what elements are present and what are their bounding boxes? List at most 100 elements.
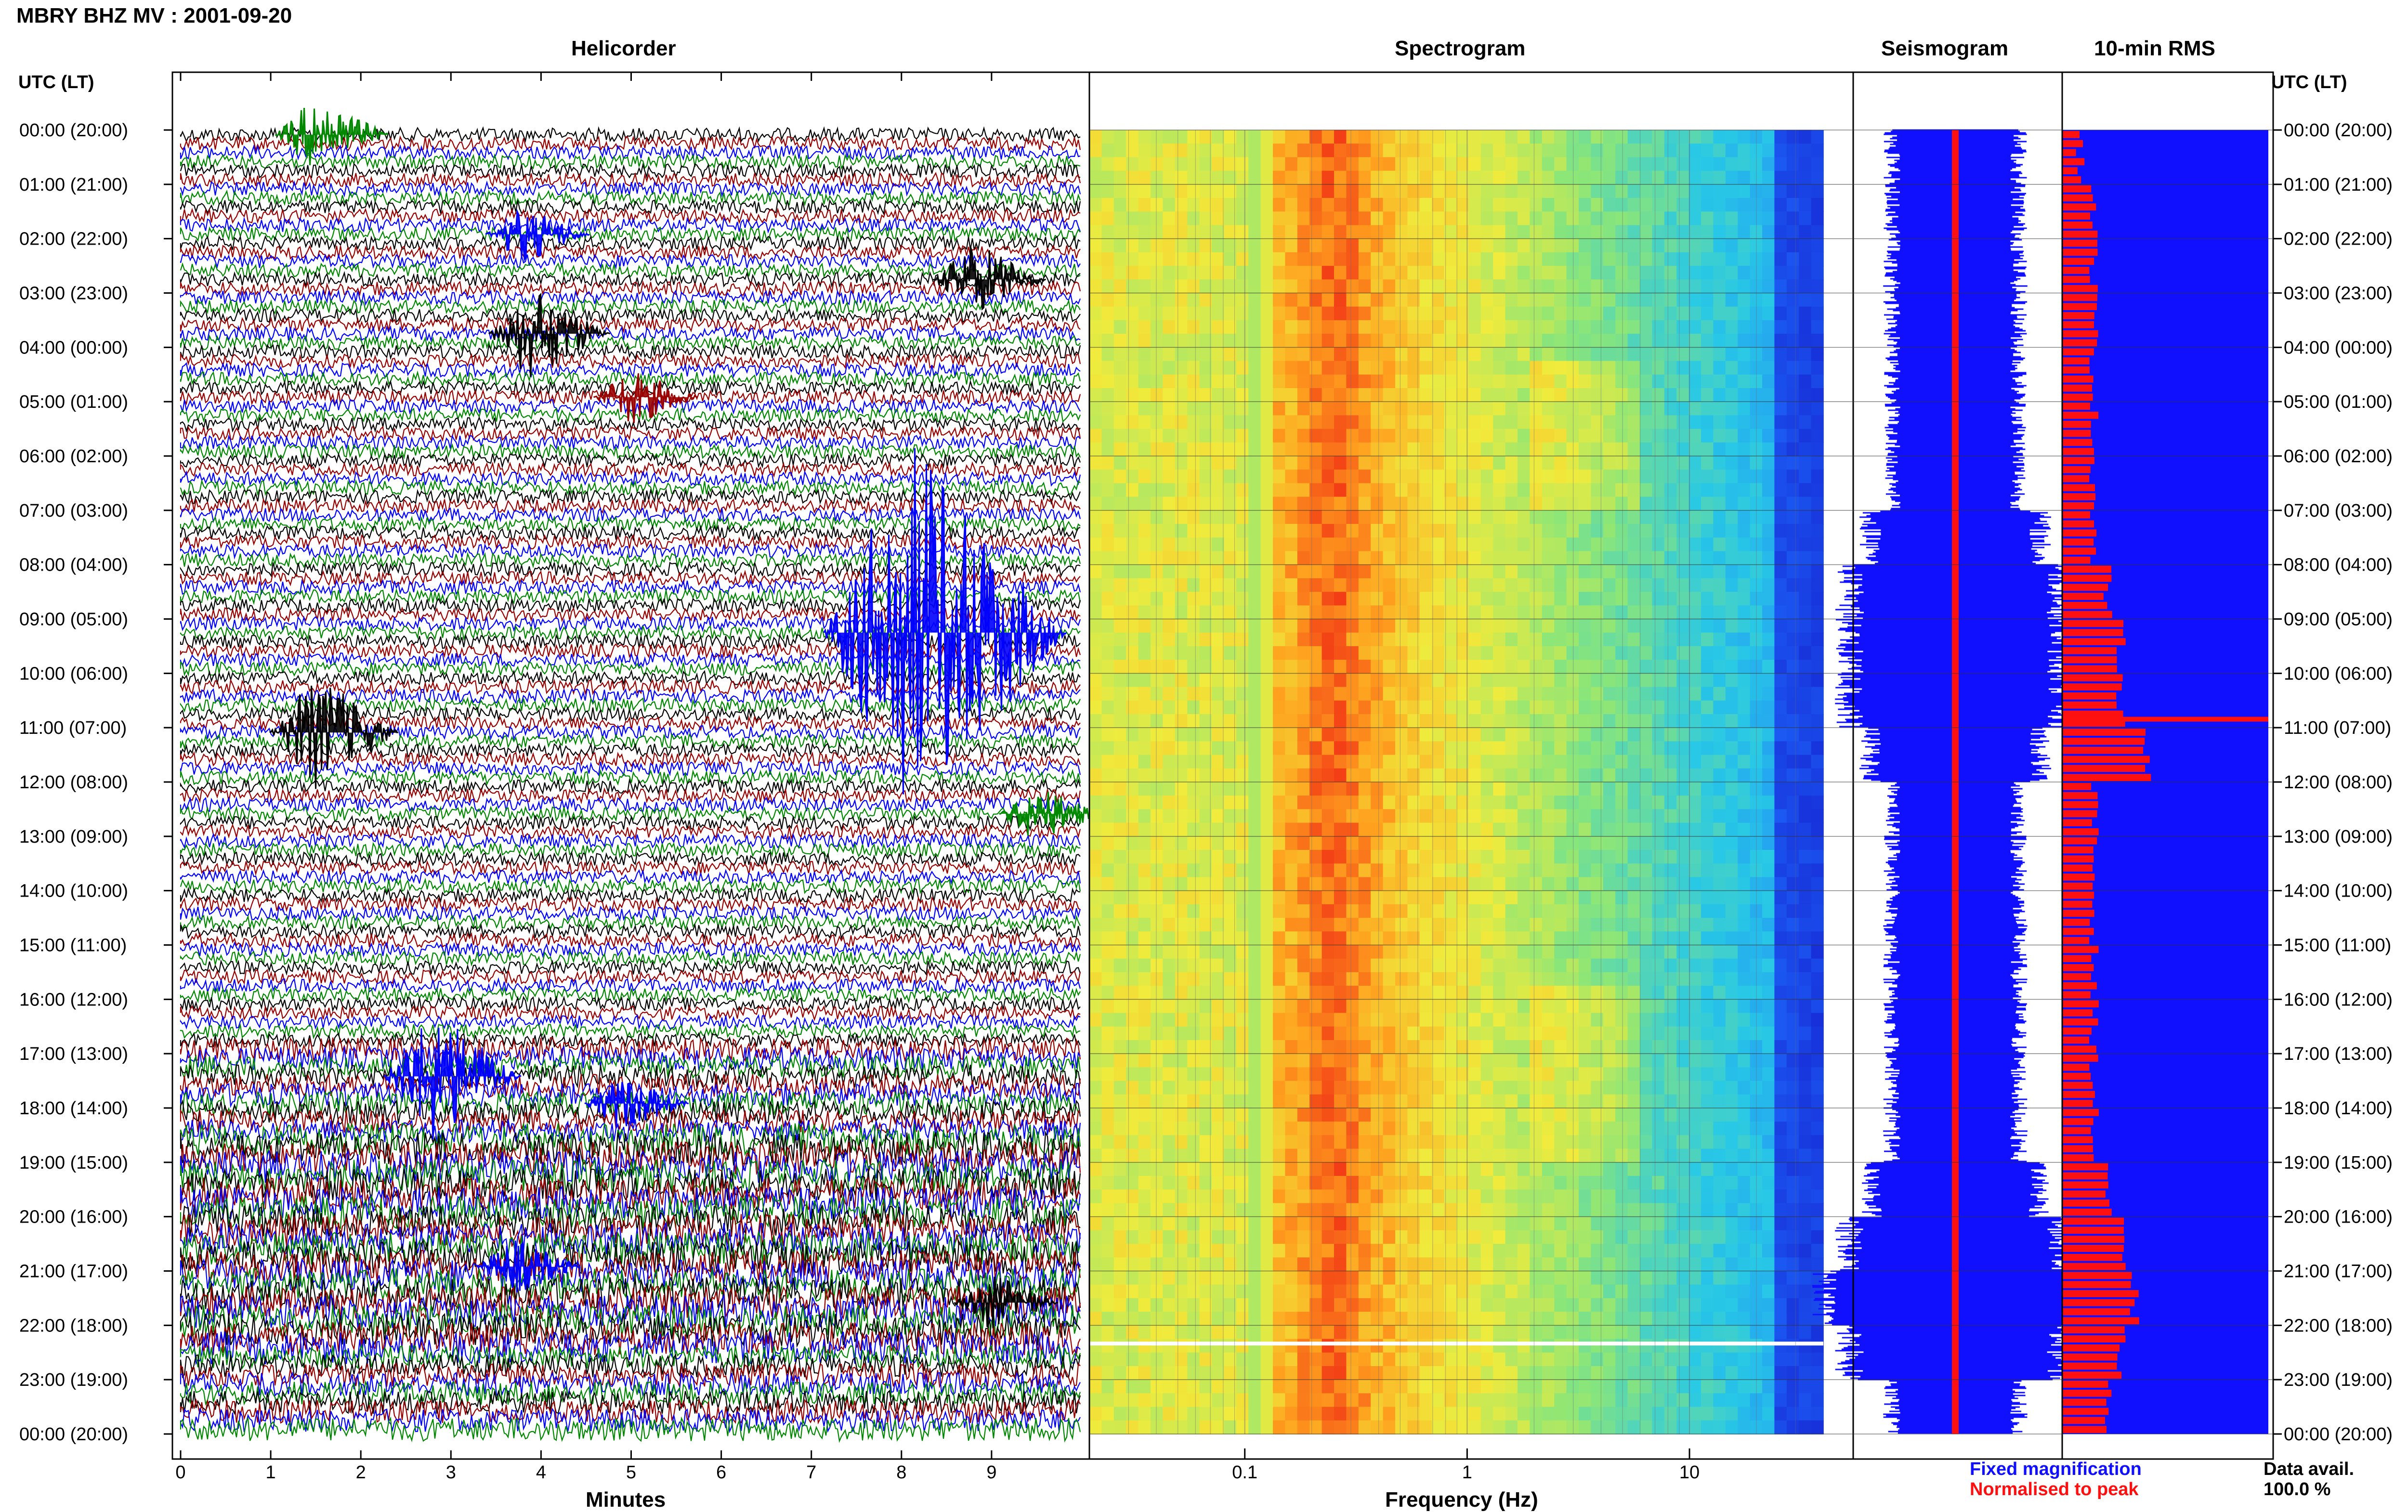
spectrogram-cell bbox=[1383, 836, 1396, 850]
spectrogram-cell bbox=[1175, 863, 1188, 878]
spectrogram-cell bbox=[1260, 564, 1273, 579]
spectrogram-cell bbox=[1151, 551, 1164, 565]
spectrogram-cell bbox=[1664, 1203, 1677, 1217]
spectrogram-cell bbox=[1811, 1148, 1824, 1163]
spectrogram-cell bbox=[1407, 1081, 1420, 1095]
spectrogram-cell bbox=[1799, 578, 1812, 592]
spectrogram-cell bbox=[1273, 850, 1286, 864]
spectrogram-cell bbox=[1432, 238, 1445, 253]
spectrogram-cell bbox=[1395, 483, 1408, 497]
spectrogram-cell bbox=[1664, 225, 1677, 239]
spectrogram-cell bbox=[1688, 687, 1701, 701]
spectrogram-cell bbox=[1738, 646, 1751, 660]
spectrogram-cell bbox=[1138, 402, 1151, 416]
spectrogram-cell bbox=[1640, 184, 1653, 198]
spectrogram-cell bbox=[1688, 1108, 1701, 1122]
spectrogram-cell bbox=[1664, 768, 1677, 782]
spectrogram-cell bbox=[1395, 293, 1408, 307]
spectrogram-cell bbox=[1383, 714, 1396, 728]
spectrogram-cell bbox=[1113, 972, 1126, 986]
spectrogram-cell bbox=[1738, 700, 1751, 715]
spectrogram-cell bbox=[1309, 157, 1322, 171]
spectrogram-cell bbox=[1187, 632, 1200, 647]
spectrogram-cell bbox=[1297, 728, 1310, 742]
spectrogram-cell bbox=[1713, 795, 1726, 810]
spectrogram-cell bbox=[1248, 143, 1261, 158]
spectrogram-cell bbox=[1676, 741, 1689, 756]
spectrogram-cell bbox=[1273, 252, 1286, 266]
spectrogram-cell bbox=[1493, 198, 1506, 212]
spectrogram-cell bbox=[1187, 361, 1200, 375]
spectrogram-cell bbox=[1530, 143, 1543, 158]
spectrogram-cell bbox=[1358, 673, 1371, 688]
spectrogram-cell bbox=[1725, 1176, 1738, 1190]
spectrogram-cell bbox=[1126, 890, 1139, 905]
spectrogram-cell bbox=[1444, 605, 1457, 620]
spectrogram-cell bbox=[1566, 755, 1579, 769]
spectrogram-cell bbox=[1395, 863, 1408, 878]
spectrogram-cell bbox=[1786, 510, 1799, 524]
spectrogram-cell bbox=[1101, 999, 1114, 1014]
spectrogram-cell bbox=[1725, 850, 1738, 864]
spectrogram-cell bbox=[1089, 347, 1102, 362]
spectrogram-cell bbox=[1762, 320, 1775, 334]
spectrogram-cell bbox=[1419, 795, 1432, 810]
spectrogram-cell bbox=[1346, 238, 1359, 253]
spectrogram-cell bbox=[1407, 266, 1420, 280]
spectrogram-cell bbox=[1811, 442, 1824, 456]
spectrogram-cell bbox=[1664, 456, 1677, 470]
spectrogram-cell bbox=[1713, 850, 1726, 864]
spectrogram-cell bbox=[1113, 986, 1126, 1000]
spectrogram-cell bbox=[1407, 415, 1420, 430]
spectrogram-cell bbox=[1212, 1203, 1225, 1217]
spectrogram-cell bbox=[1175, 130, 1188, 144]
helicorder-trace bbox=[180, 443, 1081, 460]
spectrogram-cell bbox=[1089, 1189, 1102, 1204]
spectrogram-cell bbox=[1676, 1135, 1689, 1149]
spectrogram-cell bbox=[1480, 130, 1493, 144]
spectrogram-cell bbox=[1566, 1040, 1579, 1054]
spectrogram-cell bbox=[1126, 1094, 1139, 1108]
spectrogram-cell bbox=[1579, 809, 1592, 823]
spectrogram-cell bbox=[1688, 714, 1701, 728]
spectrogram-cell bbox=[1530, 836, 1543, 850]
spectrogram-cell bbox=[1774, 972, 1787, 986]
spectrogram-cell bbox=[1358, 442, 1371, 456]
spectrogram-cell bbox=[1786, 334, 1799, 348]
spectrogram-cell bbox=[1358, 1094, 1371, 1108]
spectrogram-cell bbox=[1530, 877, 1543, 891]
spectrogram-cell bbox=[1419, 483, 1432, 497]
spectrogram-cell bbox=[1199, 741, 1212, 756]
spectrogram-cell bbox=[1175, 510, 1188, 524]
spectrogram-cell bbox=[1444, 877, 1457, 891]
spectrogram-cell bbox=[1725, 388, 1738, 402]
spectrogram-cell bbox=[1688, 673, 1701, 688]
spectrogram-cell bbox=[1187, 768, 1200, 782]
spectrogram-cell bbox=[1212, 469, 1225, 484]
spectrogram-cell bbox=[1579, 279, 1592, 294]
spectrogram-cell bbox=[1346, 1108, 1359, 1122]
spectrogram-cell bbox=[1518, 1081, 1531, 1095]
spectrogram-cell bbox=[1542, 931, 1555, 946]
spectrogram-cell bbox=[1322, 1108, 1335, 1122]
spectrogram-cell bbox=[1199, 564, 1212, 579]
spectrogram-cell bbox=[1260, 863, 1273, 878]
spectrogram-cell bbox=[1260, 483, 1273, 497]
spectrogram-cell bbox=[1603, 768, 1616, 782]
spectrogram-cell bbox=[1187, 660, 1200, 674]
spectrogram-cell bbox=[1480, 850, 1493, 864]
spectrogram-cell bbox=[1688, 755, 1701, 769]
spectrogram-cell bbox=[1591, 1135, 1604, 1149]
spectrogram-cell bbox=[1786, 198, 1799, 212]
spectrogram-cell bbox=[1089, 619, 1102, 633]
spectrogram-cell bbox=[1652, 388, 1665, 402]
spectrogram-cell bbox=[1383, 986, 1396, 1000]
spectrogram-cell bbox=[1297, 306, 1310, 321]
spectrogram-cell bbox=[1493, 578, 1506, 592]
spectrogram-cell bbox=[1566, 782, 1579, 796]
spectrogram-cell bbox=[1334, 252, 1347, 266]
spectrogram-cell bbox=[1163, 320, 1176, 334]
spectrogram-cell bbox=[1591, 1121, 1604, 1136]
spectrogram-cell bbox=[1163, 918, 1176, 932]
spectrogram-cell bbox=[1285, 714, 1298, 728]
